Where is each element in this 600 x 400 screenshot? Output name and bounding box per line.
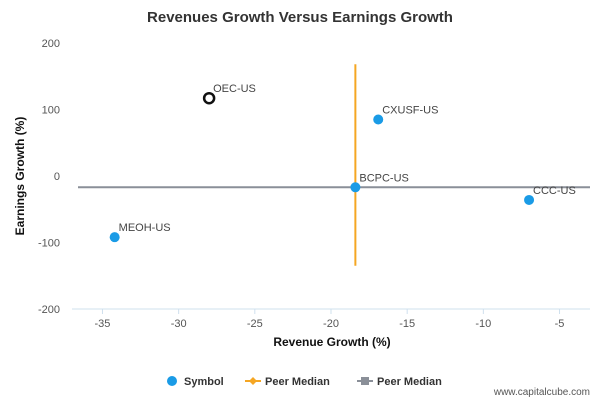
x-tick-label: -15: [399, 318, 415, 330]
data-point-label: BCPC-US: [359, 172, 409, 184]
data-point: [524, 194, 535, 205]
legend-square-marker: [361, 377, 369, 385]
x-axis-ticks: -35 -30 -25 -20 -15 -10 -5: [95, 309, 565, 330]
x-tick-label: -20: [323, 318, 339, 330]
y-tick-label: 0: [54, 171, 60, 183]
legend-diamond-marker: [249, 377, 257, 385]
legend-label: Peer Median: [265, 376, 330, 388]
legend-label: Symbol: [184, 376, 224, 388]
data-point-label: OEC-US: [213, 83, 256, 95]
legend: Symbol Peer Median Peer Median: [167, 376, 442, 388]
y-axis-ticks: 200 100 0 -100 -200: [38, 38, 60, 316]
y-tick-label: -100: [38, 238, 60, 250]
data-point-label: MEOH-US: [119, 222, 171, 234]
data-point: [109, 232, 120, 243]
plot-area: 200 100 0 -100 -200 -35 -30 -25 -20 -15 -10 -5 OEC…: [38, 38, 590, 330]
y-tick-label: 100: [42, 105, 60, 117]
legend-symbol-marker: [167, 376, 177, 386]
chart-title: Revenues Growth Versus Earnings Growth: [147, 9, 453, 26]
x-tick-label: -30: [171, 318, 187, 330]
median-lines: [78, 64, 590, 266]
x-axis-title: Revenue Growth (%): [273, 335, 390, 349]
x-tick-label: -10: [475, 318, 491, 330]
data-point: [202, 91, 216, 105]
data-point: [350, 182, 361, 193]
y-tick-label: -200: [38, 304, 60, 316]
x-tick-label: -5: [555, 318, 565, 330]
data-point-label: CCC-US: [533, 185, 576, 197]
watermark: www.capitalcube.com: [493, 387, 590, 398]
data-point-label: CXUSF-US: [382, 104, 438, 116]
x-tick-label: -35: [95, 318, 111, 330]
data-points: OEC-US CXUSF-US BCPC-US CCC-US MEOH-US: [109, 83, 576, 243]
x-tick-label: -25: [247, 318, 263, 330]
data-point: [373, 114, 384, 125]
y-axis-title: Earnings Growth (%): [13, 117, 27, 236]
y-tick-label: 200: [42, 38, 60, 50]
legend-label: Peer Median: [377, 376, 442, 388]
